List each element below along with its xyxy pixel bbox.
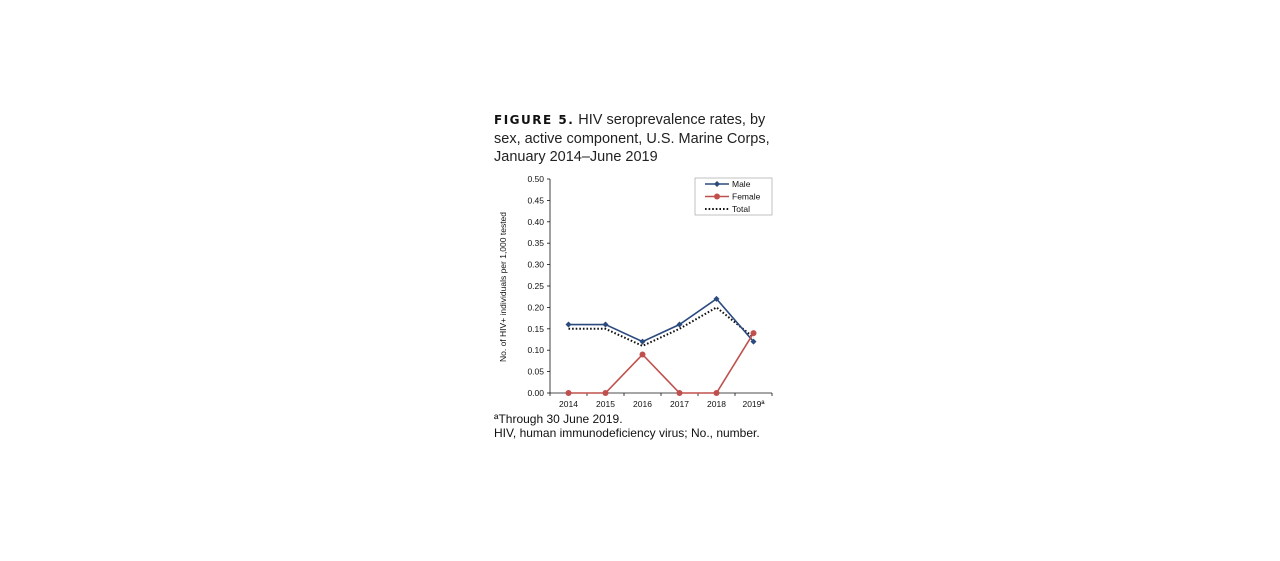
figure-title: FIGURE 5. HIV seroprevalence rates, by s… (494, 111, 794, 167)
series-line-female (568, 332, 755, 394)
y-tick-label: 0.10 (527, 345, 544, 355)
legend-marker-female (714, 193, 720, 200)
x-tick-label: 2019ª (742, 399, 765, 409)
x-tick-label: 2016 (633, 399, 652, 409)
y-tick-label: 0.30 (527, 260, 544, 270)
footnote-abbreviations: HIV, human immunodeficiency virus; No., … (494, 425, 760, 440)
series-layer (565, 295, 757, 396)
x-tick-label: 2017 (670, 399, 689, 409)
y-tick-label: 0.15 (527, 324, 544, 334)
point-female (676, 390, 683, 396)
y-tick-label: 0.20 (527, 302, 544, 312)
y-tick-label: 0.35 (527, 238, 544, 248)
point-female (713, 390, 720, 396)
axes: 0.00 0.05 0.10 0.15 0.20 0.25 0.30 0.35 0.40 0.45… (527, 174, 773, 409)
footnotes: ªThrough 30 June 2019. HIV, human immuno… (494, 412, 760, 440)
series-line-male (568, 297, 755, 343)
y-tick-label: 0.25 (527, 281, 544, 291)
series-line-total (568, 306, 755, 348)
point-male (602, 321, 609, 328)
x-tick-label: 2014 (559, 399, 578, 409)
x-tick-label: 2015 (596, 399, 615, 409)
point-female (602, 390, 609, 396)
point-male (676, 321, 683, 328)
figure-caption: FIGURE 5. HIV seroprevalence rates, by s… (494, 111, 794, 167)
legend-label-male: Male (732, 179, 751, 189)
y-axis-title: No. of HIV+ individuals per 1,000 tested (498, 212, 508, 362)
y-tick-label: 0.50 (527, 174, 544, 184)
point-male (565, 321, 572, 328)
point-male (750, 338, 757, 345)
figure-title-text: HIV seroprevalence rates, by sex, active… (494, 112, 770, 165)
footnote-through-date: ªThrough 30 June 2019. (494, 412, 623, 426)
point-male (713, 295, 720, 302)
y-tick-label: 0.45 (527, 195, 544, 205)
y-tick-label: 0.00 (527, 388, 544, 398)
legend-label-female: Female (732, 192, 761, 202)
point-male (639, 338, 646, 345)
legend-marker-male (714, 181, 720, 187)
x-tick-label: 2018 (707, 399, 726, 409)
line-chart: No. of HIV+ individuals per 1,000 tested… (498, 174, 773, 409)
point-female (639, 351, 646, 358)
y-axis-label: No. of HIV+ individuals per 1,000 tested (498, 212, 508, 362)
legend: Male Female Total (694, 177, 773, 216)
y-tick-label: 0.05 (527, 367, 544, 377)
point-female (750, 330, 757, 337)
legend-label-total: Total (732, 204, 750, 214)
y-tick-label: 0.40 (527, 217, 544, 227)
figure-label: FIGURE 5. (494, 113, 575, 127)
point-female (565, 390, 572, 396)
